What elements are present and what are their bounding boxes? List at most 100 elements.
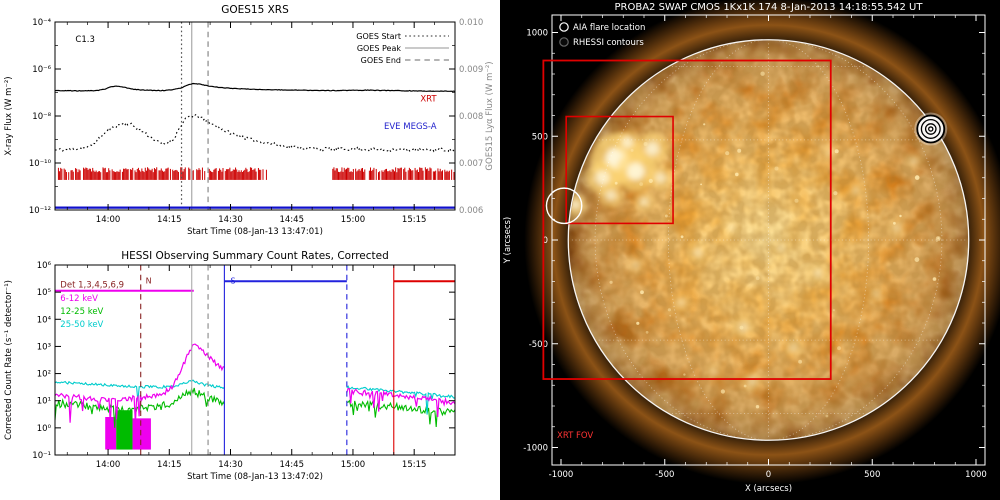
bright-point xyxy=(743,384,747,388)
rhessi-contour xyxy=(924,123,937,135)
rhessi-contour xyxy=(916,114,946,144)
bright-point xyxy=(614,181,618,185)
bright-point xyxy=(669,314,672,317)
y-axis-label: Corrected Count Rate (s⁻¹ detector⁻¹) xyxy=(4,280,14,440)
x-tick-label: 14:00 xyxy=(96,460,121,470)
annotation-c1-3: C1.3 xyxy=(75,35,94,45)
bright-point xyxy=(794,198,799,203)
y-axis-label: X-ray Flux (W m⁻²) xyxy=(4,76,14,155)
y-tick-label: 1000 xyxy=(526,29,548,39)
right-tick-label: 0.006 xyxy=(459,206,483,216)
legend-label: GOES End xyxy=(361,56,401,65)
bright-point xyxy=(739,325,744,330)
x-tick-label: 15:15 xyxy=(402,215,427,225)
x-tick-label: 15:00 xyxy=(341,460,366,470)
bright-point xyxy=(609,280,613,284)
y-tick-label: 10⁻¹² xyxy=(29,206,51,216)
x-tick-label: 14:15 xyxy=(157,215,182,225)
series-label: 25-50 keV xyxy=(60,320,103,330)
y-axis-label: Y (arcsecs) xyxy=(503,217,513,264)
y-tick-label: 10⁵ xyxy=(37,288,51,298)
bright-point xyxy=(774,166,779,171)
x-tick-label: 14:15 xyxy=(157,460,182,470)
active-region-core xyxy=(677,298,686,307)
aia-flare-location-circle xyxy=(545,187,583,225)
x-tick-label: 14:30 xyxy=(218,460,243,470)
active-region-core xyxy=(789,343,798,352)
series-hessi-6-12kev xyxy=(54,343,225,425)
active-region-core xyxy=(872,290,880,298)
y-tick-label: 10⁴ xyxy=(37,315,52,325)
x-tick-label: 14:00 xyxy=(96,215,121,225)
y-tick-label: -500 xyxy=(529,340,548,350)
active-region-core xyxy=(747,376,757,386)
goes-xrs-chart: GOES15 XRS 14:00 14:15 14:30 14:45 15:00 15:15… xyxy=(4,4,495,237)
active-region-core xyxy=(727,224,735,232)
active-region-core xyxy=(631,261,640,269)
x-tick-label: 500 xyxy=(864,470,880,480)
bright-point xyxy=(630,148,634,152)
y-tick-label: -1000 xyxy=(523,444,548,454)
active-region-core xyxy=(571,200,581,210)
active-region-core xyxy=(621,136,634,149)
legend-label: GOES Start xyxy=(356,32,401,41)
bright-points xyxy=(609,65,941,418)
active-region-core xyxy=(852,186,860,194)
y-tick-label: 10³ xyxy=(37,342,51,352)
bright-point xyxy=(899,214,902,218)
bright-point xyxy=(825,414,829,418)
series-label: 6-12 keV xyxy=(60,294,98,304)
bright-point xyxy=(936,240,938,242)
bright-point xyxy=(700,183,702,186)
bright-point xyxy=(640,290,644,295)
right-tick-label: 0.010 xyxy=(459,18,483,28)
active-region-core xyxy=(639,197,649,207)
legend-label: RHESSI contours xyxy=(573,38,644,48)
x-tick-label: 15:15 xyxy=(402,460,427,470)
x-axis-label: X (arcsecs) xyxy=(745,484,792,494)
x-axis-label: Start Time (08-Jan-13 13:47:02) xyxy=(187,472,323,482)
legend-label: GOES Peak xyxy=(357,44,402,53)
active-region-core xyxy=(595,170,610,185)
x-tick-label: 14:45 xyxy=(279,460,304,470)
annotation-xrt: XRT xyxy=(420,94,437,104)
right-tick-label: 0.008 xyxy=(459,112,483,122)
bright-point xyxy=(667,308,671,312)
active-region-core xyxy=(776,244,785,253)
active-region-core xyxy=(813,268,823,278)
sun-granulation-dark xyxy=(568,39,969,441)
bright-point xyxy=(643,142,648,146)
series-hessi-25-50kev xyxy=(346,385,456,415)
chart-title: HESSI Observing Summary Count Rates, Cor… xyxy=(121,250,389,262)
bright-point xyxy=(755,276,760,281)
bright-point xyxy=(760,71,765,76)
active-region-core xyxy=(910,157,918,165)
series-label: Det 1,3,4,5,6,9 xyxy=(60,281,124,291)
y-tick-label: 10² xyxy=(37,370,51,380)
bright-point xyxy=(737,148,742,153)
bright-point xyxy=(914,257,920,262)
active-region-box xyxy=(565,115,674,225)
xrt-fov-label: XRT FOV xyxy=(557,431,593,441)
series-eve-megs-a xyxy=(54,113,455,153)
right-tick-label: 0.009 xyxy=(459,65,483,75)
flag-block xyxy=(105,417,117,450)
active-region-core xyxy=(605,189,617,201)
series-hessi-25-50kev xyxy=(54,379,225,402)
bright-point xyxy=(725,151,730,156)
bright-point xyxy=(833,191,838,196)
bright-point xyxy=(893,221,896,225)
hessi-count-rates-chart: HESSI Observing Summary Count Rates, Cor… xyxy=(4,250,456,482)
x-axis-label: Start Time (08-Jan-13 13:47:01) xyxy=(187,227,323,237)
flag-letter-n: N xyxy=(146,277,152,286)
bright-point xyxy=(703,123,706,126)
y-tick-label: 10⁻¹ xyxy=(32,451,51,461)
flag-block xyxy=(116,410,133,450)
flag-block xyxy=(132,418,151,450)
rhessi-contour xyxy=(928,126,934,132)
active-region-core xyxy=(893,223,902,232)
bright-point xyxy=(755,405,760,409)
x-tick-label: 1000 xyxy=(965,470,987,480)
bright-point xyxy=(683,373,686,376)
